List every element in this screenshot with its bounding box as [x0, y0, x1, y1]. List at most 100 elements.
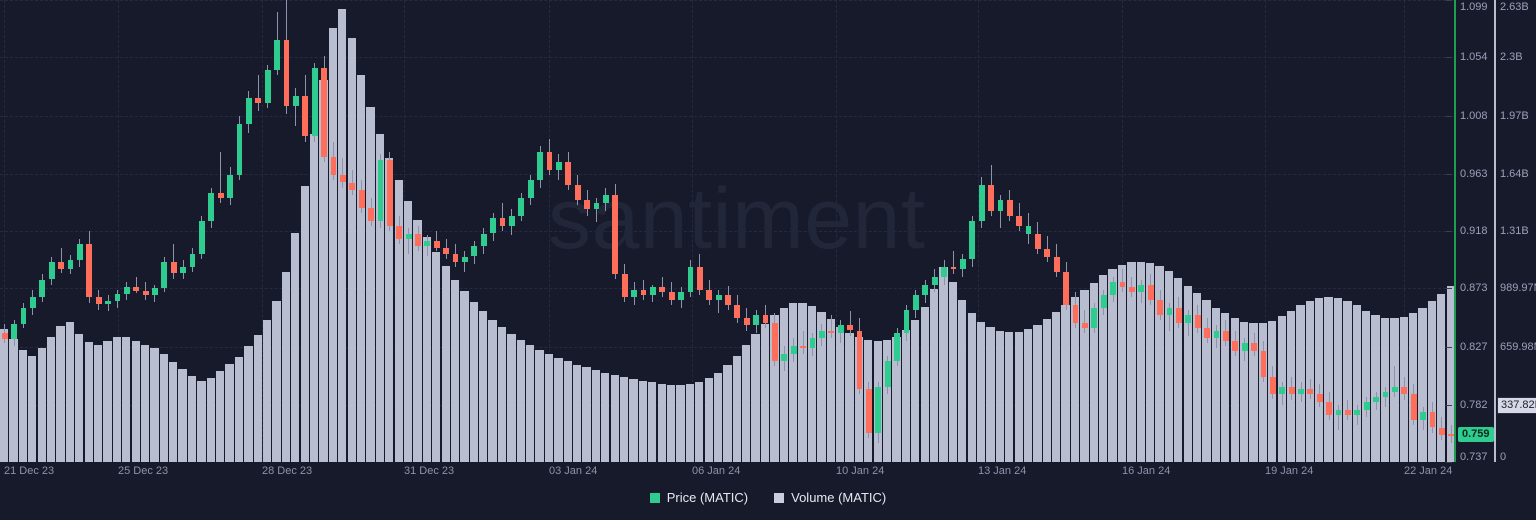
volume-bar — [751, 334, 760, 462]
candlestick-up — [490, 218, 497, 234]
volume-bar — [1014, 331, 1023, 462]
candlestick-down — [659, 287, 666, 293]
candlestick-up — [67, 260, 74, 270]
candlestick-up — [602, 195, 609, 203]
candlestick-down — [706, 289, 713, 300]
candlestick-down — [950, 266, 957, 270]
candlestick-up — [105, 301, 111, 304]
legend-item[interactable]: Price (MATIC) — [649, 491, 748, 504]
x-axis-tick-label: 31 Dec 23 — [404, 465, 455, 477]
candlestick-down — [1222, 330, 1229, 341]
gridline-horizontal — [0, 116, 1456, 118]
volume-bar — [272, 300, 281, 462]
volume-bar — [56, 326, 65, 462]
candlestick-up — [1354, 409, 1361, 415]
candlestick-up — [1363, 402, 1370, 410]
data-layer — [0, 0, 1455, 462]
volume-bar — [807, 305, 817, 462]
volume-bar — [516, 339, 525, 462]
candlestick-up — [941, 266, 947, 277]
volume-bar — [1343, 300, 1352, 462]
candlestick-up — [1279, 386, 1286, 395]
volume-bar — [638, 380, 648, 462]
x-axis-tick-label: 19 Jan 24 — [1265, 465, 1314, 477]
candlestick-up — [161, 261, 168, 289]
candlestick-up — [1091, 307, 1098, 328]
price-axis-line — [1454, 0, 1456, 462]
volume-bar — [103, 341, 112, 462]
volume-bar — [742, 345, 751, 462]
volume-bar — [338, 9, 347, 462]
x-axis-tick-label: 06 Jan 24 — [692, 465, 741, 477]
candle-wick — [60, 247, 62, 274]
candlestick-up — [199, 220, 205, 254]
volume-bar — [65, 321, 75, 462]
volume-bar — [976, 321, 986, 462]
candlestick-up — [1335, 409, 1342, 415]
volume-bar — [0, 328, 9, 462]
volume-bar — [112, 337, 121, 462]
candlestick-down — [1044, 248, 1051, 257]
volume-bar — [939, 267, 948, 462]
volume-bar — [263, 319, 272, 462]
volume-bar — [1409, 313, 1418, 462]
volume-bar — [28, 355, 37, 462]
volume-bar — [9, 339, 18, 462]
candlestick-down — [358, 190, 365, 209]
candlestick-up — [1373, 396, 1380, 402]
volume-bar — [309, 134, 319, 462]
candle-wick — [1338, 404, 1340, 431]
candlestick-up — [1025, 225, 1032, 234]
volume-bar — [601, 372, 610, 462]
candlestick-down — [396, 225, 403, 239]
candlestick-down — [865, 389, 872, 433]
volume-bar — [1127, 262, 1136, 462]
candle-wick — [502, 202, 504, 231]
volume-bar — [216, 371, 225, 462]
volume-bar — [1099, 275, 1108, 462]
price-tick-mark — [1446, 173, 1452, 175]
volume-bar — [610, 375, 619, 462]
price-tick-mark — [1446, 231, 1452, 232]
candlestick-up — [903, 310, 910, 334]
volume-bar — [695, 381, 704, 462]
candlestick-up — [978, 185, 985, 221]
legend-item[interactable]: Volume (MATIC) — [774, 491, 886, 504]
price-tick-mark — [1446, 462, 1452, 463]
candlestick-down — [1448, 433, 1455, 436]
gridline-horizontal — [0, 347, 1456, 349]
candlestick-up — [1213, 330, 1220, 339]
volume-bar — [648, 382, 657, 462]
candle-wick — [595, 197, 597, 222]
volume-bar — [1324, 296, 1333, 462]
candlestick-up — [537, 151, 544, 180]
candlestick-down — [1175, 307, 1182, 323]
volume-bar — [169, 361, 178, 462]
volume-bar — [460, 290, 469, 462]
volume-bar — [131, 341, 140, 462]
price-axis-tick-label: 1.008 — [1460, 110, 1488, 123]
legend-swatch-icon — [649, 492, 660, 503]
volume-bar — [1192, 293, 1202, 462]
candle-wick — [1122, 269, 1124, 293]
volume-bar — [1437, 293, 1446, 462]
candlestick-up — [1110, 282, 1117, 295]
volume-bar — [629, 378, 638, 462]
candlestick-down — [640, 289, 647, 295]
candlestick-down — [1307, 389, 1314, 395]
volume-bar — [488, 319, 497, 462]
volume-bar — [1352, 305, 1361, 462]
candlestick-down — [330, 157, 337, 175]
volume-bar — [1230, 318, 1239, 462]
candlestick-down — [499, 218, 506, 226]
volume-axis-tick-label: 0 — [1500, 451, 1507, 463]
volume-bar — [526, 345, 535, 462]
volume-bar — [789, 303, 798, 462]
volume-bar — [394, 180, 403, 462]
candlestick-down — [1147, 284, 1154, 300]
candlestick-up — [20, 307, 27, 325]
volume-bar — [18, 350, 28, 462]
price-axis-tick-label: 0.873 — [1460, 282, 1488, 295]
gridline-horizontal — [0, 0, 1456, 1]
candlestick-up — [518, 197, 525, 216]
